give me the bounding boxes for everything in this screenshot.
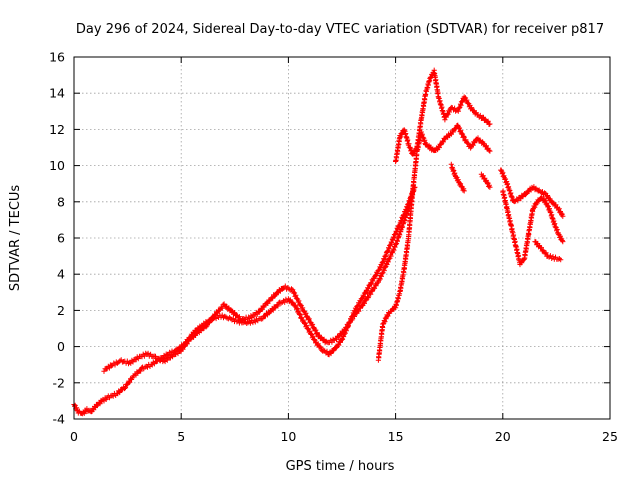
series-markers [375,122,493,363]
y-tick-label: 6 [57,231,65,246]
axis-ticks: 0 5 10 15 20 25 -4 -2 0 2 4 6 8 10 12 14 16 [49,50,618,445]
series-4 [393,67,493,165]
y-tick-label: 14 [49,86,65,101]
y-tick-label: -4 [53,412,66,427]
x-tick-label: 25 [602,429,618,444]
series-markers [500,188,566,268]
series-markers [478,171,493,190]
y-tick-label: 12 [49,122,65,137]
series-9 [532,239,564,263]
x-tick-label: 15 [388,429,404,444]
y-tick-label: 16 [49,50,65,65]
y-tick-label: -2 [53,375,65,390]
y-axis-label: SDTVAR / TECUs [8,185,23,292]
chart-title: Day 296 of 2024, Sidereal Day-to-day VTE… [76,22,604,37]
x-axis-label: GPS time / hours [286,459,395,474]
series-markers [101,188,416,374]
y-tick-label: 4 [57,267,65,282]
y-tick-label: 8 [57,194,65,209]
x-tick-label: 10 [280,429,296,444]
x-tick-label: 0 [70,429,78,444]
series-2 [101,188,416,374]
series-8 [500,188,566,268]
series-6 [478,171,493,190]
data-markers [71,67,566,417]
x-tick-label: 5 [177,429,185,444]
grid-lines [74,57,610,419]
series-5 [448,161,467,194]
series-3 [375,122,493,363]
series-markers [393,67,493,165]
x-tick-label: 20 [495,429,511,444]
y-tick-label: 2 [57,303,65,318]
series-markers [448,161,467,194]
series-markers [498,167,566,219]
y-tick-label: 0 [57,339,65,354]
series-7 [498,167,566,219]
series-markers [532,239,564,263]
y-tick-label: 10 [49,158,65,173]
